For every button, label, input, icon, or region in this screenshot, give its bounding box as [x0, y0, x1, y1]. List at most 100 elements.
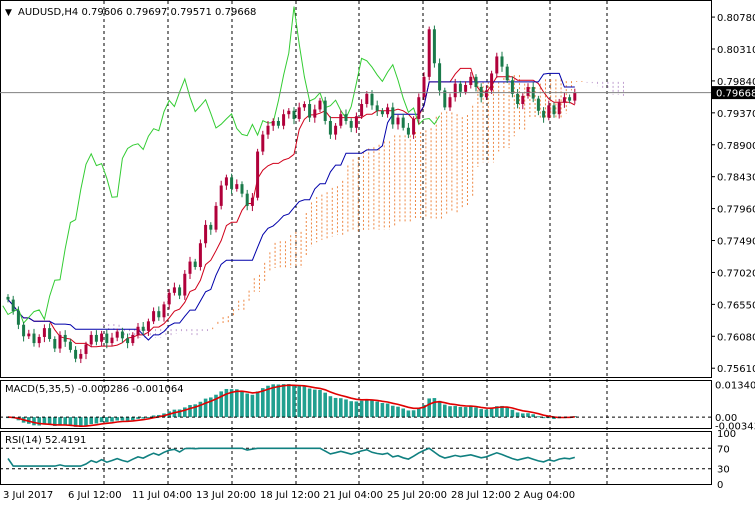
candle-body [250, 197, 254, 206]
candle [22, 322, 26, 342]
candle [157, 306, 161, 321]
candle-body [84, 344, 88, 354]
candle [27, 329, 31, 340]
candle-body [557, 102, 561, 115]
macd-bar [287, 384, 291, 418]
candle [536, 95, 540, 116]
candle-body [365, 93, 369, 105]
candle [302, 101, 306, 111]
macd-bar [245, 393, 249, 418]
macd-bar [136, 417, 140, 419]
candle-body [448, 97, 452, 108]
candle-body [484, 90, 488, 98]
rsi-line [7, 447, 576, 467]
macd-tick-label: -0.003435 [715, 421, 755, 432]
candle [42, 324, 46, 343]
macd-bar [505, 407, 509, 418]
candle-body [141, 326, 145, 331]
candle-body [562, 97, 566, 103]
rsi-tick-label: 70 [717, 444, 730, 455]
macd-bar [495, 406, 499, 418]
macd-bar [292, 385, 296, 418]
macd-bar [484, 409, 489, 418]
price-tick-label: 0.77490 [717, 237, 755, 248]
candlesticks[interactable] [6, 25, 577, 364]
candle [6, 294, 10, 303]
candle-body [542, 110, 546, 118]
candle-body [94, 334, 98, 342]
candle-body [126, 338, 130, 344]
candle [318, 97, 322, 113]
macd-bar [105, 417, 109, 423]
candle [152, 307, 156, 325]
time-axis: 3 Jul 2017 6 Jul 12:00 11 Jul 04:00 13 Jul … [3, 490, 575, 501]
candle-body [224, 177, 228, 186]
macd-bar [188, 405, 192, 418]
candle-body [110, 337, 114, 344]
candle-body [406, 127, 410, 135]
candle-body [235, 184, 239, 189]
candle [313, 104, 317, 123]
candle-body [432, 29, 436, 64]
macd-bar [359, 400, 364, 418]
candle [573, 88, 577, 105]
candle [214, 202, 218, 233]
candle [188, 256, 192, 279]
current-price-label: 0.79668 [716, 89, 755, 100]
candle-body [79, 353, 83, 359]
macd-bar [474, 407, 478, 418]
macd-bar [323, 392, 327, 418]
candle [380, 108, 384, 117]
candle-body [547, 105, 551, 118]
candle-body [422, 76, 426, 98]
chart-menu-arrow-icon[interactable]: ▼ [5, 8, 12, 18]
price-tick-label: 0.78430 [717, 173, 755, 184]
macd-bar [58, 417, 62, 426]
macd-bar [99, 417, 104, 423]
candle [271, 118, 275, 131]
candle [141, 322, 145, 336]
candle-body [152, 311, 156, 322]
macd-bar [177, 409, 182, 418]
time-tick-label: 18 Jul 12:00 [260, 490, 320, 501]
candle [204, 220, 208, 248]
macd-bar [313, 389, 317, 418]
macd-bar [469, 406, 473, 418]
macd-bar [32, 417, 36, 426]
macd-histogram [6, 384, 577, 427]
candle-body [100, 333, 104, 342]
candle [349, 118, 353, 133]
candle-body [240, 184, 244, 194]
candle [209, 222, 213, 235]
macd-pane-frame [0, 380, 712, 429]
candle [245, 189, 249, 211]
candle-body [146, 321, 150, 331]
candle-body [6, 296, 10, 300]
candle [110, 332, 114, 346]
macd-bar [432, 398, 437, 418]
price-tick-label: 0.77020 [717, 268, 755, 279]
candle-body [453, 83, 457, 98]
candle [516, 89, 520, 109]
macd-header: MACD(5,35,5) -0.000286 -0.001064 [5, 384, 184, 395]
candle [131, 332, 135, 346]
candle-body [120, 331, 124, 339]
candle-body [204, 224, 208, 244]
macd-bar [489, 408, 494, 418]
candle [120, 327, 124, 343]
candle-body [375, 105, 379, 111]
time-gridlines [103, 1, 608, 485]
candle [37, 334, 41, 348]
candle-body [573, 92, 577, 101]
tenkan-sen-line [7, 67, 576, 348]
candle-body [63, 334, 67, 342]
candle [16, 306, 20, 330]
macd-bar [302, 386, 307, 418]
macd-bar [500, 405, 504, 418]
macd-bar [125, 417, 130, 421]
time-tick-label: 2 Aug 04:00 [514, 490, 575, 501]
price-tick-label: 0.79370 [717, 109, 755, 120]
price-tick-label: 0.75610 [717, 364, 755, 375]
macd-bar [380, 402, 385, 418]
macd-bar [42, 417, 47, 425]
